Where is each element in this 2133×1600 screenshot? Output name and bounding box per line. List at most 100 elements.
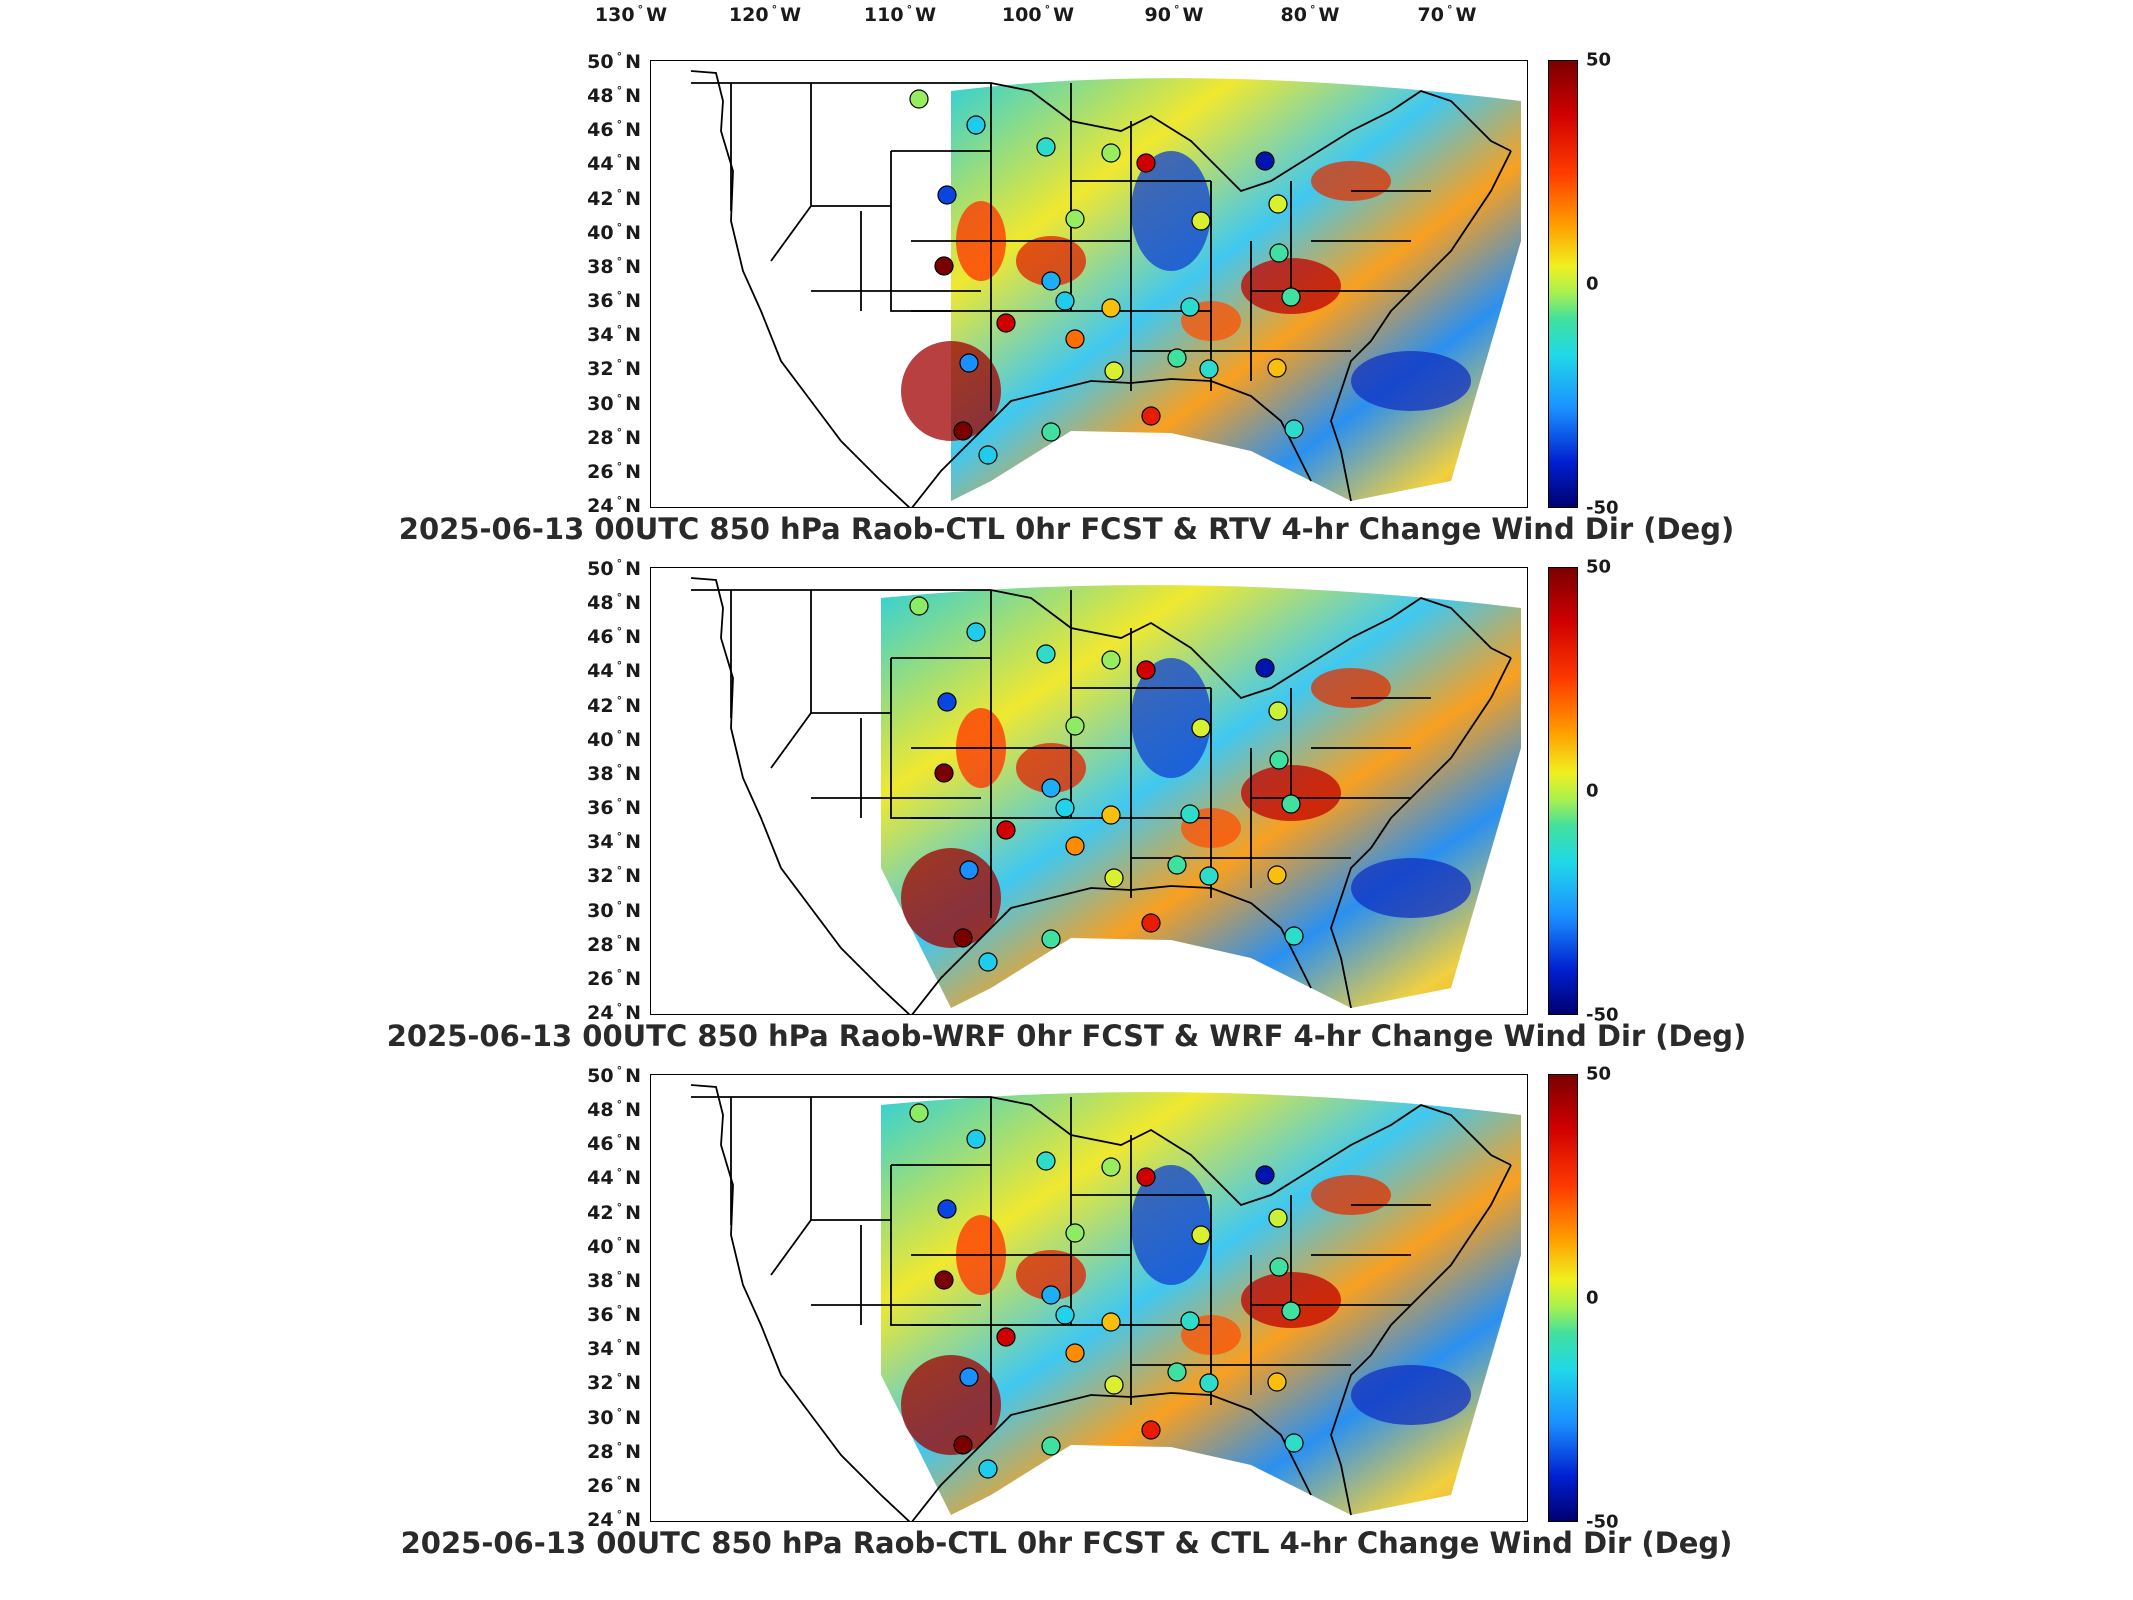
boundary-line xyxy=(770,205,812,262)
latitude-label: 34 ° N xyxy=(583,323,641,346)
latitude-value: 36 xyxy=(587,290,614,313)
latitude-value: 38 xyxy=(587,255,614,278)
wind-change-field xyxy=(881,585,1521,1008)
raob-station-marker xyxy=(959,353,979,373)
raob-station-marker xyxy=(1036,644,1056,664)
latitude-label: 32 ° N xyxy=(583,1371,641,1394)
degree-symbol: ° xyxy=(637,3,644,16)
colorbar-tick-mid: 0 xyxy=(1586,780,1599,802)
colorbar-tick-min: -50 xyxy=(1586,497,1619,519)
longitude-label: 90 ° W xyxy=(1145,3,1204,26)
latitude-direction: N xyxy=(625,762,641,785)
raob-station-marker xyxy=(1269,750,1289,770)
latitude-direction: N xyxy=(625,426,641,449)
raob-station-marker xyxy=(1267,865,1287,885)
latitude-value: 40 xyxy=(587,728,614,751)
latitude-label: 28 ° N xyxy=(583,1439,641,1463)
wind-direction-map xyxy=(690,577,1521,1014)
degree-symbol: ° xyxy=(616,659,623,673)
latitude-value: 30 xyxy=(587,899,614,922)
degree-symbol: ° xyxy=(616,459,623,473)
map-plot-area xyxy=(650,567,1528,1015)
latitude-value: 32 xyxy=(587,358,614,381)
raob-station-marker xyxy=(1041,1285,1061,1305)
latitude-value: 44 xyxy=(587,153,614,176)
raob-station-marker xyxy=(909,89,929,109)
degree-symbol: ° xyxy=(616,1234,623,1248)
degree-symbol: ° xyxy=(616,1098,623,1112)
raob-station-marker xyxy=(1055,798,1075,818)
latitude-label: 44 ° N xyxy=(583,152,641,176)
latitude-direction: N xyxy=(625,290,641,313)
degree-symbol: ° xyxy=(616,1439,623,1453)
degree-symbol: ° xyxy=(906,3,913,16)
latitude-label: 32 ° N xyxy=(583,357,641,381)
longitude-direction: W xyxy=(646,4,668,26)
degree-symbol: ° xyxy=(616,152,623,166)
degree-symbol: ° xyxy=(1044,3,1051,16)
raob-station-marker xyxy=(1199,359,1219,379)
latitude-value: 24 xyxy=(587,1002,614,1024)
boundary-line xyxy=(1330,657,1512,1009)
raob-station-marker xyxy=(996,820,1016,840)
raob-station-marker xyxy=(1104,361,1124,381)
degree-symbol: ° xyxy=(616,84,623,98)
colorbar-tick-mid: 0 xyxy=(1586,273,1599,295)
latitude-direction: N xyxy=(625,1133,641,1156)
raob-station-marker xyxy=(953,928,973,948)
latitude-direction: N xyxy=(625,221,641,244)
degree-symbol: ° xyxy=(616,727,623,741)
latitude-value: 24 xyxy=(587,495,614,517)
raob-station-marker xyxy=(1267,1372,1287,1392)
boundary-line xyxy=(1330,150,1512,502)
raob-station-marker xyxy=(1041,1436,1061,1456)
degree-symbol: ° xyxy=(616,1405,623,1419)
raob-station-marker xyxy=(1065,836,1085,856)
longitude-value: 130 xyxy=(594,4,635,26)
colorbar-tick-max: 50 xyxy=(1586,49,1612,71)
raob-station-marker xyxy=(1281,287,1301,307)
degree-symbol: ° xyxy=(616,425,623,439)
raob-station-marker xyxy=(1065,1223,1085,1243)
latitude-label: 30 ° N xyxy=(583,899,641,922)
latitude-label: 48 ° N xyxy=(583,84,641,108)
boundary-line xyxy=(690,577,911,1014)
longitude-label: 130 ° W xyxy=(594,3,668,26)
latitude-direction: N xyxy=(625,1167,641,1190)
latitude-direction: N xyxy=(625,153,641,176)
latitude-value: 42 xyxy=(587,1201,614,1224)
latitude-direction: N xyxy=(625,85,641,108)
raob-station-marker xyxy=(1191,1225,1211,1245)
raob-station-marker xyxy=(1101,143,1121,163)
raob-station-marker xyxy=(978,1459,998,1479)
raob-station-marker xyxy=(1255,151,1275,171)
boundary-line xyxy=(691,1096,1512,1207)
raob-station-marker xyxy=(978,445,998,465)
latitude-value: 24 xyxy=(587,1509,614,1531)
latitude-value: 42 xyxy=(587,694,614,717)
raob-station-marker xyxy=(937,1199,957,1219)
raob-station-marker xyxy=(1269,243,1289,263)
latitude-value: 42 xyxy=(587,187,614,210)
longitude-direction: W xyxy=(915,4,937,26)
raob-station-marker xyxy=(959,860,979,880)
latitude-label: 48 ° N xyxy=(583,591,641,614)
raob-station-marker xyxy=(1101,650,1121,670)
raob-station-marker xyxy=(1101,298,1121,318)
longitude-direction: W xyxy=(780,4,802,26)
latitude-value: 30 xyxy=(587,1406,614,1429)
latitude-label: 40 ° N xyxy=(583,727,641,751)
raob-station-marker xyxy=(1036,137,1056,157)
degree-symbol: ° xyxy=(616,391,623,405)
raob-station-marker xyxy=(966,622,986,642)
latitude-label: 34 ° N xyxy=(583,830,641,853)
colorbar xyxy=(1548,567,1578,1015)
raob-station-marker xyxy=(1191,718,1211,738)
raob-station-marker xyxy=(1141,1420,1161,1440)
change-feature xyxy=(1351,351,1471,411)
boundary-line xyxy=(691,82,1512,193)
latitude-value: 36 xyxy=(587,797,614,820)
latitude-value: 46 xyxy=(587,119,614,142)
boundary-line xyxy=(911,885,1312,1014)
raob-station-marker xyxy=(934,256,954,276)
